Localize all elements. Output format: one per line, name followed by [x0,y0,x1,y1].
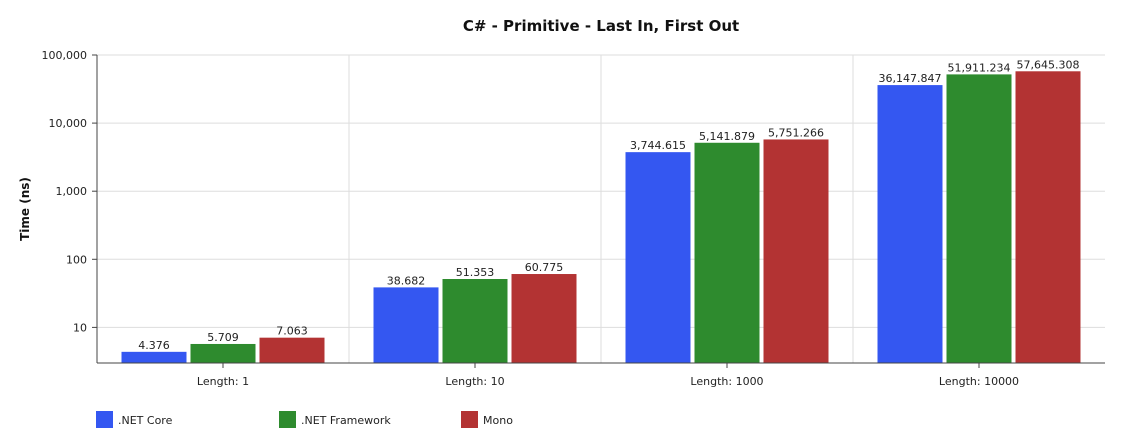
x-tick-label: Length: 1000 [690,375,763,388]
bar [442,279,508,363]
data-labels: 4.376 5.709 7.063 38.682 51.353 60.775 3,744.6… [138,58,1079,352]
data-label: 38.682 [387,274,426,287]
bar [763,139,829,363]
data-label: 5,751.266 [768,126,824,139]
data-label: 51,911.234 [948,61,1011,74]
y-tick-label: 10,000 [49,117,88,130]
data-label: 3,744.615 [630,139,686,152]
data-label: 36,147.847 [879,72,942,85]
data-label: 5,141.879 [699,130,755,143]
bar [877,85,943,363]
axes: 10 100 1,000 10,000 100,000 Length: 1 Length: … [42,49,1105,388]
y-axis-label: Time (ns) [18,177,32,241]
x-tick-label: Length: 1 [197,375,249,388]
y-tick-label: 10 [73,321,87,334]
bar [625,152,691,363]
data-label: 7.063 [276,325,308,338]
y-tick-label: 100,000 [42,49,88,62]
bar [694,142,760,363]
data-label: 51.353 [456,266,495,279]
legend-label: .NET Framework [301,414,391,427]
data-label: 60.775 [525,261,564,274]
bars [121,71,1081,363]
y-tick-label: 1,000 [56,185,88,198]
legend-label: .NET Core [118,414,173,427]
bar [946,74,1012,363]
legend-label: Mono [483,414,513,427]
data-label: 57,645.308 [1017,58,1080,71]
legend: .NET Core .NET Framework Mono [96,411,513,428]
x-tick-label: Length: 10 [445,375,504,388]
bar [373,287,439,363]
bar [511,274,577,363]
data-label: 4.376 [138,339,170,352]
bar [121,351,187,363]
bar [259,337,325,363]
data-label: 5.709 [207,331,239,344]
chart-title: C# - Primitive - Last In, First Out [463,17,739,35]
bar [1015,71,1081,363]
legend-swatch [96,411,113,428]
x-tick-label: Length: 10000 [939,375,1019,388]
y-tick-label: 100 [66,253,87,266]
legend-swatch [461,411,478,428]
legend-swatch [279,411,296,428]
bar [190,343,256,363]
